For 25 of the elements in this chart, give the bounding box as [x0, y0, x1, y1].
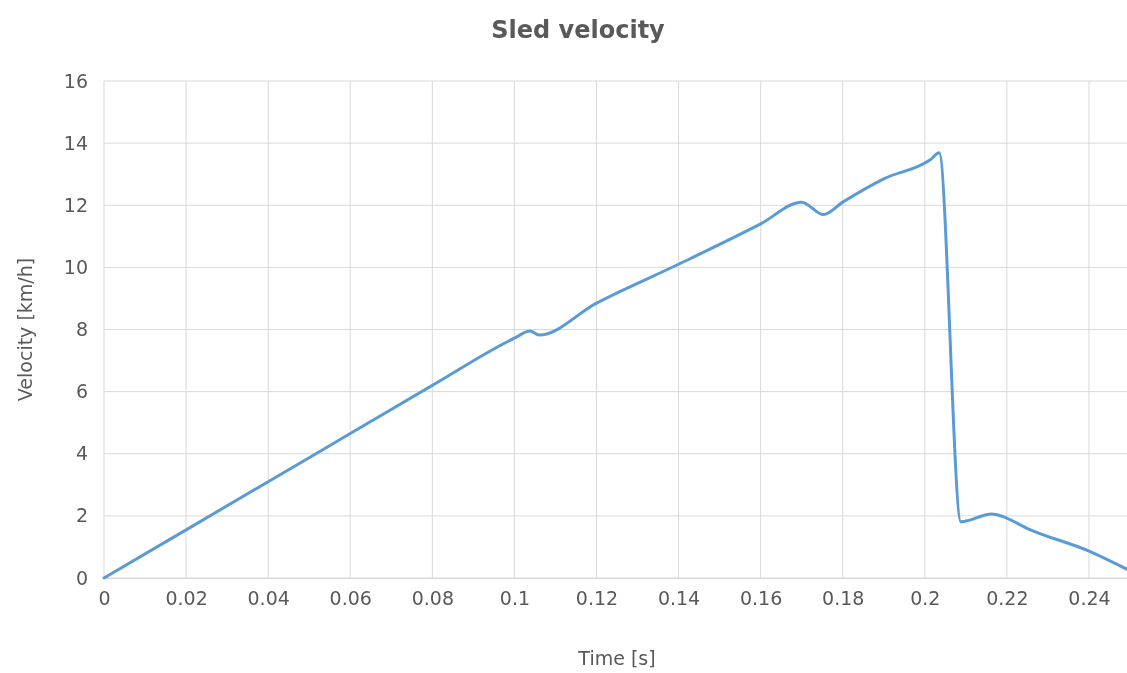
y-tick-label: 2	[75, 504, 88, 527]
y-tick-label: 12	[63, 193, 88, 216]
chart-title: Sled velocity	[491, 16, 666, 44]
x-axis-title: Time [s]	[577, 647, 656, 669]
x-tick-label: 0.04	[247, 587, 290, 610]
y-tick-label: 4	[75, 442, 88, 465]
y-tick-label: 8	[75, 318, 88, 341]
y-tick-label: 14	[63, 131, 88, 154]
y-tick-label: 10	[63, 255, 88, 278]
x-tick-label: 0.14	[657, 587, 701, 610]
x-tick-label: 0.02	[165, 587, 208, 610]
x-tick-label: 0.18	[822, 587, 865, 610]
x-tick-label: 0.06	[329, 587, 372, 610]
y-axis-title: Velocity [km/h]	[14, 257, 36, 402]
y-tick-label: 0	[75, 566, 88, 589]
x-tick-label: 0.12	[575, 587, 619, 610]
x-tick-label: 0	[98, 587, 111, 610]
y-tick-label: 16	[63, 69, 88, 92]
x-tick-label: 0.08	[411, 587, 454, 610]
x-tick-label: 0.24	[1068, 587, 1111, 610]
y-tick-label: 6	[75, 380, 88, 403]
x-tick-label: 0.22	[986, 587, 1029, 610]
x-tick-label: 0.1	[499, 587, 531, 610]
x-tick-label: 0.2	[910, 587, 941, 610]
x-tick-label: 0.16	[739, 587, 783, 610]
